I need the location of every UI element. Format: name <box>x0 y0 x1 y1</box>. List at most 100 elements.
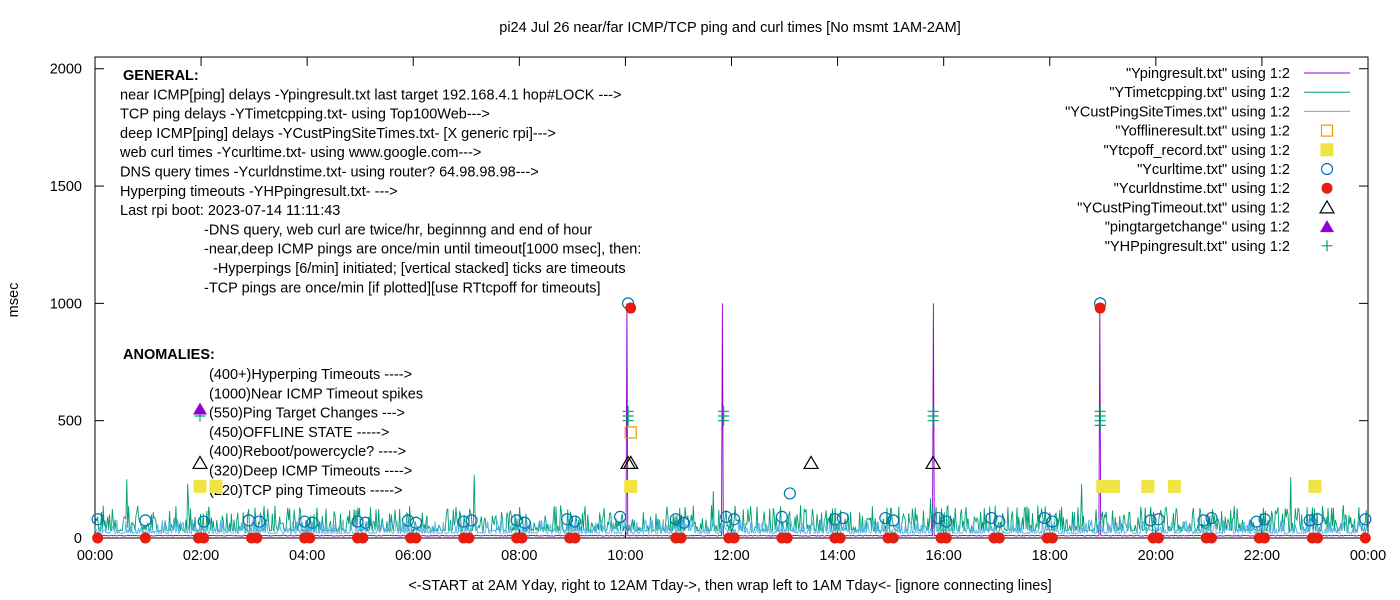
x-tick-label: 20:00 <box>1138 548 1174 564</box>
data-point-series-5 <box>1205 511 1218 525</box>
data-point-series-6 <box>92 532 104 544</box>
data-point-series-4 <box>1167 479 1181 493</box>
data-point-series-6 <box>781 532 793 544</box>
general-note-line: TCP ping delays -YTimetcpping.txt- using… <box>120 107 490 123</box>
legend-label: "Ypingresult.txt" using 1:2 <box>1126 66 1290 82</box>
data-point-series-5 <box>359 516 372 529</box>
data-point-series-6 <box>569 532 581 544</box>
data-point-series-7 <box>803 455 820 470</box>
data-point-series-5 <box>932 511 945 525</box>
general-notes: GENERAL: near ICMP[ping] delays -Ypingres… <box>119 68 641 296</box>
x-tick-label: 06:00 <box>395 548 431 564</box>
data-point-series-4 <box>1141 479 1155 493</box>
data-point-series-5 <box>1046 515 1059 528</box>
data-point-series-5 <box>783 487 796 500</box>
legend-label: "Ytcpoff_record.txt" using 1:2 <box>1103 143 1290 159</box>
x-tick-label: 00:00 <box>77 548 113 564</box>
general-note-line: DNS query times -Ycurldnstime.txt- using… <box>120 165 539 181</box>
data-point-series-5 <box>677 516 690 529</box>
data-point-series-5 <box>775 510 788 523</box>
data-point-series-5 <box>1303 514 1316 527</box>
data-point-series-5 <box>560 513 574 526</box>
data-point-series-5 <box>1038 511 1051 525</box>
x-tick-label: 02:00 <box>183 548 219 564</box>
data-point-series-5 <box>510 514 523 527</box>
data-point-series-4 <box>624 479 638 493</box>
x-tick-label: 18:00 <box>1032 548 1068 564</box>
general-note-line: -DNS query, web curl are twice/hr, begin… <box>204 222 592 238</box>
x-tick-label: 22:00 <box>1244 548 1280 564</box>
data-point-series-6 <box>463 532 475 544</box>
data-point-series-5 <box>351 515 364 528</box>
data-point-series-5 <box>568 515 582 528</box>
data-point-series-9 <box>718 405 730 417</box>
legend-label: "YCustPingSiteTimes.txt" using 1:2 <box>1065 104 1290 120</box>
general-note-line: -TCP pings are once/min [if plotted][use… <box>204 280 601 296</box>
general-note-line: -near,deep ICMP pings are once/min until… <box>204 242 641 258</box>
anomaly-label: (220)TCP ping Timeouts -----> <box>209 483 403 499</box>
x-tick-label: 04:00 <box>289 548 325 564</box>
legend-label: "Yofflineresult.txt" using 1:2 <box>1115 124 1290 140</box>
data-point-series-5 <box>465 514 478 527</box>
data-point-series-6 <box>1259 532 1271 544</box>
data-point-series-6 <box>1206 532 1218 544</box>
legend-marker <box>1318 199 1336 214</box>
data-point-series-5 <box>1197 514 1210 527</box>
data-point-series-6 <box>1312 532 1324 544</box>
chart-title: pi24 Jul 26 near/far ICMP/TCP ping and c… <box>499 20 960 36</box>
data-point-series-5 <box>879 511 892 525</box>
data-point-series-5 <box>720 510 733 523</box>
legend-marker <box>1321 182 1333 194</box>
data-point-series-6 <box>834 532 846 544</box>
y-tick-label: 1000 <box>50 296 82 312</box>
x-tick-label: 00:00 <box>1350 548 1386 564</box>
y-axis-label: msec <box>6 283 22 318</box>
data-point-series-5 <box>139 514 152 527</box>
x-tick-label: 08:00 <box>501 548 537 564</box>
data-point-series-6 <box>251 532 263 544</box>
legend-marker <box>1320 143 1334 157</box>
anomaly-marker-square <box>193 479 207 493</box>
data-point-series-6 <box>625 302 637 314</box>
data-point-series-6 <box>516 532 528 544</box>
legend: "Ypingresult.txt" using 1:2 "YTimetcpping… <box>1065 66 1350 255</box>
general-note-line: near ICMP[ping] delays -Ypingresult.txt … <box>120 87 621 103</box>
data-point-series-4 <box>1106 479 1120 493</box>
data-point-series-5 <box>457 515 470 528</box>
legend-label: "pingtargetchange" using 1:2 <box>1105 220 1290 236</box>
data-point-series-6 <box>410 532 422 544</box>
legend-marker <box>1320 162 1334 176</box>
general-note-line: Last rpi boot: 2023-07-14 11:11:43 <box>120 203 340 219</box>
anomaly-label: (400+)Hyperping Timeouts ----> <box>209 367 412 383</box>
anomaly-label: (450)OFFLINE STATE -----> <box>209 425 389 441</box>
data-point-series-5 <box>298 515 311 528</box>
data-point-series-5 <box>669 513 682 526</box>
legend-marker <box>1321 240 1333 252</box>
data-point-series-5 <box>728 513 741 526</box>
x-tick-label: 10:00 <box>607 548 643 564</box>
data-point-series-6 <box>675 532 687 544</box>
anomaly-marker-square <box>209 479 223 493</box>
y-tick-label: 0 <box>74 531 82 547</box>
data-point-series-6 <box>887 532 899 544</box>
anomalies-heading: ANOMALIES: <box>123 347 215 363</box>
general-note-line: GENERAL: <box>123 68 199 84</box>
data-point-series-5 <box>614 510 627 523</box>
data-point-series-4 <box>1308 479 1322 493</box>
data-point-series-5 <box>1258 513 1271 526</box>
legend-label: "YHPpingresult.txt" using 1:2 <box>1105 239 1290 255</box>
data-point-series-5 <box>1359 513 1372 526</box>
data-point-series-6 <box>139 532 151 544</box>
series-points <box>91 297 1372 544</box>
data-point-series-5 <box>401 514 415 527</box>
data-point-series-4 <box>1096 479 1110 493</box>
data-point-series-9 <box>1094 405 1106 417</box>
anomaly-label: (1000)Near ICMP Timeout spikes <box>209 386 423 402</box>
data-point-series-6 <box>728 532 740 544</box>
anomaly-marker-triangle <box>193 402 207 415</box>
data-point-series-6 <box>1152 532 1164 544</box>
data-point-series-3 <box>624 426 637 439</box>
general-note-line: -Hyperpings [6/min] initiated; [vertical… <box>213 261 626 277</box>
anomaly-marker-open-triangle <box>191 455 209 470</box>
